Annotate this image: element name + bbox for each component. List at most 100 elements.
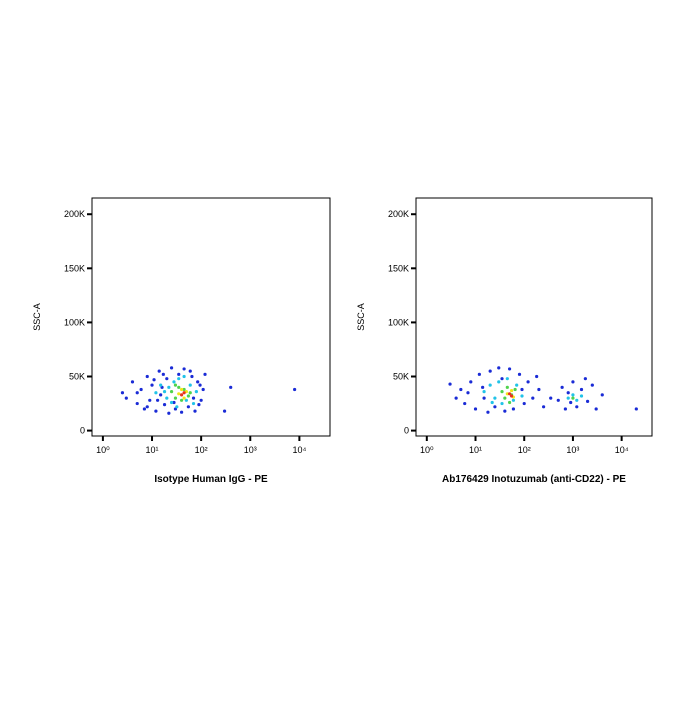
point <box>569 400 573 405</box>
point <box>197 403 201 407</box>
panel: 0 50K 100K 150K 200K 10⁰ 10¹ 10² 10³ 10⁴ Isotype H… <box>32 197 331 485</box>
point <box>162 390 167 394</box>
point <box>169 390 174 394</box>
y-tick-label: 150K <box>388 263 409 273</box>
point <box>594 407 598 411</box>
y-axis-label: SSC-A <box>356 303 366 331</box>
point <box>135 401 139 406</box>
point <box>120 391 125 395</box>
point <box>500 401 504 406</box>
point <box>505 385 509 389</box>
point <box>448 382 452 386</box>
point <box>509 388 514 393</box>
point <box>186 394 190 398</box>
point <box>222 409 227 413</box>
point <box>490 400 494 405</box>
point <box>177 372 181 376</box>
point <box>560 385 564 389</box>
point <box>571 380 575 384</box>
point <box>575 398 579 402</box>
point <box>139 387 143 392</box>
point <box>198 383 202 387</box>
point <box>191 396 196 400</box>
point <box>566 391 570 395</box>
point <box>571 396 575 400</box>
point <box>509 394 514 398</box>
point <box>511 407 516 411</box>
y-tick-label: 200K <box>388 209 409 219</box>
point <box>135 391 139 395</box>
point <box>190 374 194 379</box>
point <box>497 380 501 384</box>
point <box>459 387 463 392</box>
point <box>507 367 512 371</box>
point <box>526 380 530 384</box>
point <box>177 392 181 396</box>
x-tick-label: 10² <box>195 445 208 455</box>
y-tick-label: 0 <box>404 426 409 436</box>
point <box>531 396 535 400</box>
point <box>563 407 567 411</box>
point <box>507 392 512 396</box>
panel: 0 50K 100K 150K 200K 10⁰ 10¹ 10² 10³ 10⁴ Ab176429 … <box>356 197 653 485</box>
point <box>177 385 181 389</box>
point <box>585 399 590 403</box>
point <box>184 398 188 402</box>
y-axis-label: SSC-A <box>32 303 42 331</box>
point <box>148 398 152 402</box>
point <box>145 374 149 379</box>
point <box>293 387 297 392</box>
point <box>124 396 128 400</box>
point <box>590 383 594 387</box>
x-tick-label: 10⁴ <box>615 445 629 455</box>
point <box>482 396 486 400</box>
y-tick-label: 0 <box>80 426 85 436</box>
point <box>186 405 190 409</box>
point <box>579 394 584 398</box>
point <box>145 405 149 409</box>
point <box>172 380 176 384</box>
point <box>505 377 509 381</box>
point <box>549 396 553 400</box>
x-tick-label: 10³ <box>566 445 579 455</box>
point <box>167 385 171 389</box>
point <box>556 398 560 402</box>
point <box>162 403 167 407</box>
point <box>199 398 203 402</box>
plot-frame <box>91 197 331 437</box>
point <box>182 396 186 400</box>
x-tick-label: 10³ <box>244 445 257 455</box>
point <box>537 387 541 392</box>
point <box>182 391 186 395</box>
point <box>500 390 504 394</box>
point <box>469 380 473 384</box>
point <box>154 391 158 395</box>
point <box>203 372 207 376</box>
point <box>169 400 174 405</box>
point <box>520 394 524 398</box>
point <box>154 409 158 413</box>
point <box>142 407 147 411</box>
point <box>517 372 522 376</box>
point <box>500 377 504 381</box>
point <box>182 367 186 371</box>
point <box>481 385 485 389</box>
point <box>179 410 184 414</box>
point <box>600 393 604 397</box>
y-tick-label: 100K <box>64 317 85 327</box>
point <box>503 409 507 413</box>
y-tick-label: 50K <box>69 372 85 382</box>
point <box>179 393 184 397</box>
x-tick-label: 10⁰ <box>96 445 110 455</box>
point <box>575 405 579 409</box>
point <box>579 387 584 392</box>
y-tick-label: 100K <box>388 317 409 327</box>
point <box>173 396 178 400</box>
point <box>159 383 163 387</box>
point <box>511 398 516 402</box>
point <box>488 369 492 373</box>
point <box>167 411 171 415</box>
point <box>463 401 467 406</box>
point <box>130 380 135 384</box>
